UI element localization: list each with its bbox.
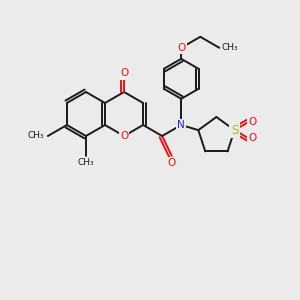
Text: CH₃: CH₃ — [78, 158, 94, 167]
Text: O: O — [249, 117, 257, 127]
Text: O: O — [120, 68, 128, 78]
Text: CH₃: CH₃ — [221, 43, 238, 52]
Text: O: O — [168, 158, 176, 168]
Text: O: O — [120, 131, 128, 141]
Text: O: O — [249, 134, 257, 143]
Text: S: S — [231, 124, 238, 136]
Text: O: O — [177, 43, 185, 53]
Text: N: N — [177, 120, 185, 130]
Text: CH₃: CH₃ — [27, 131, 44, 140]
